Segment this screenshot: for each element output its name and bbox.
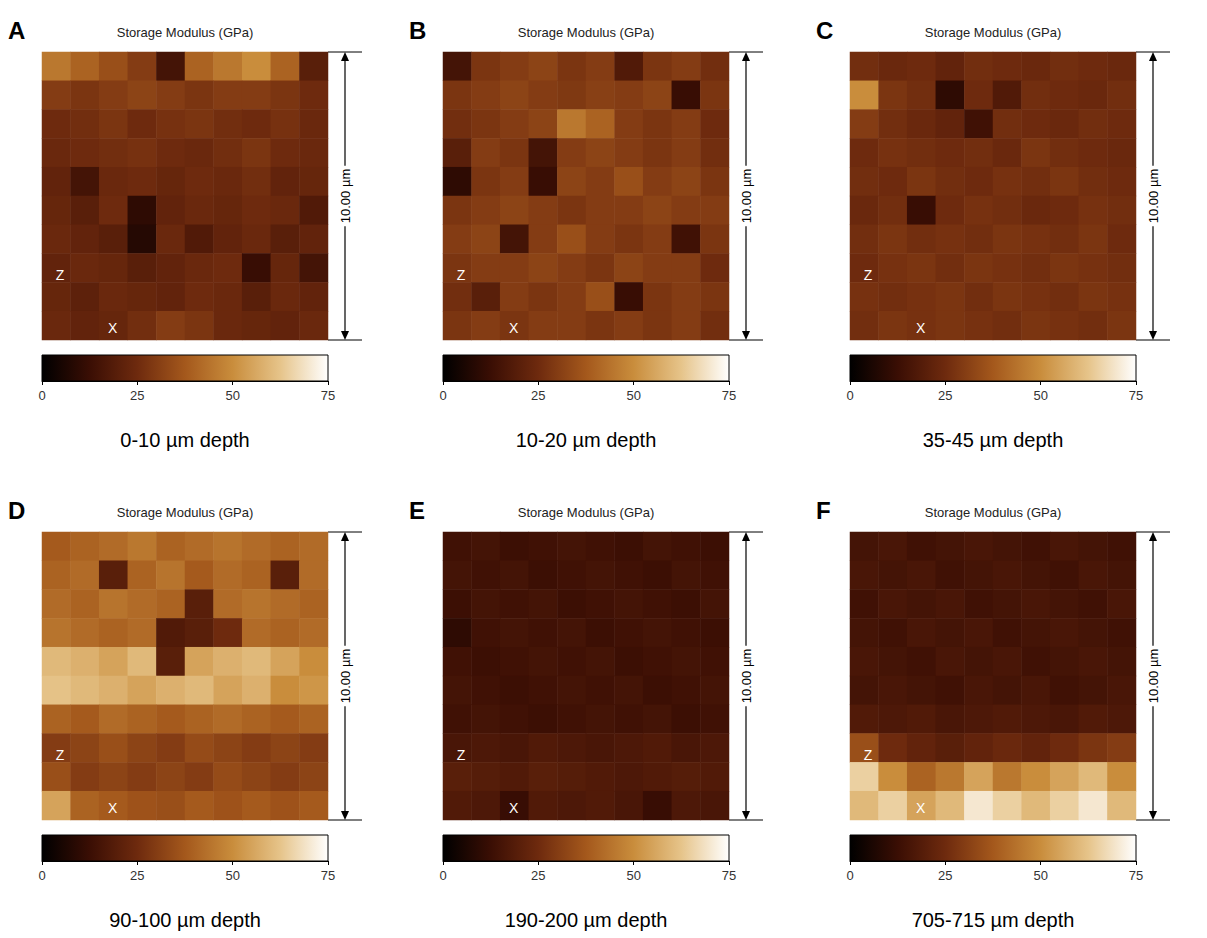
svg-text:75: 75 bbox=[321, 388, 335, 403]
svg-text:0: 0 bbox=[38, 868, 45, 883]
svg-text:Storage Modulus (GPa): Storage Modulus (GPa) bbox=[518, 25, 655, 40]
svg-text:C: C bbox=[816, 17, 833, 44]
svg-text:0: 0 bbox=[846, 388, 853, 403]
svg-text:Z: Z bbox=[864, 747, 873, 763]
svg-text:0-10 µm depth: 0-10 µm depth bbox=[120, 429, 249, 451]
svg-text:Storage Modulus (GPa): Storage Modulus (GPa) bbox=[117, 505, 254, 520]
svg-text:X: X bbox=[916, 800, 926, 816]
svg-text:B: B bbox=[409, 17, 426, 44]
svg-text:50: 50 bbox=[626, 868, 640, 883]
svg-text:X: X bbox=[509, 320, 519, 336]
svg-text:25: 25 bbox=[938, 388, 952, 403]
svg-text:0: 0 bbox=[439, 388, 446, 403]
svg-text:10.00 µm: 10.00 µm bbox=[739, 169, 754, 223]
svg-text:D: D bbox=[8, 497, 25, 524]
svg-text:50: 50 bbox=[626, 388, 640, 403]
svg-text:Storage Modulus (GPa): Storage Modulus (GPa) bbox=[925, 25, 1062, 40]
svg-text:Z: Z bbox=[56, 747, 65, 763]
svg-text:E: E bbox=[409, 497, 425, 524]
svg-text:90-100 µm depth: 90-100 µm depth bbox=[109, 909, 261, 931]
svg-text:75: 75 bbox=[722, 388, 736, 403]
svg-text:50: 50 bbox=[225, 868, 239, 883]
svg-text:190-200 µm depth: 190-200 µm depth bbox=[505, 909, 668, 931]
svg-text:50: 50 bbox=[1033, 388, 1047, 403]
svg-text:10.00 µm: 10.00 µm bbox=[739, 649, 754, 703]
svg-text:25: 25 bbox=[531, 868, 545, 883]
svg-text:10.00 µm: 10.00 µm bbox=[338, 169, 353, 223]
svg-text:A: A bbox=[8, 17, 25, 44]
svg-text:25: 25 bbox=[130, 388, 144, 403]
svg-text:10.00 µm: 10.00 µm bbox=[1146, 169, 1161, 223]
svg-text:Storage Modulus (GPa): Storage Modulus (GPa) bbox=[518, 505, 655, 520]
svg-text:Z: Z bbox=[56, 267, 65, 283]
svg-text:Z: Z bbox=[457, 267, 466, 283]
svg-text:35-45 µm depth: 35-45 µm depth bbox=[923, 429, 1064, 451]
svg-text:10.00 µm: 10.00 µm bbox=[1146, 649, 1161, 703]
svg-text:75: 75 bbox=[1129, 868, 1143, 883]
svg-text:X: X bbox=[108, 320, 118, 336]
svg-text:X: X bbox=[509, 800, 519, 816]
svg-text:X: X bbox=[108, 800, 118, 816]
svg-text:0: 0 bbox=[439, 868, 446, 883]
svg-text:10-20 µm depth: 10-20 µm depth bbox=[516, 429, 657, 451]
svg-text:0: 0 bbox=[846, 868, 853, 883]
svg-text:F: F bbox=[816, 497, 831, 524]
svg-text:25: 25 bbox=[531, 388, 545, 403]
svg-text:25: 25 bbox=[130, 868, 144, 883]
svg-text:50: 50 bbox=[225, 388, 239, 403]
svg-text:0: 0 bbox=[38, 388, 45, 403]
svg-text:Storage Modulus (GPa): Storage Modulus (GPa) bbox=[117, 25, 254, 40]
svg-text:75: 75 bbox=[1129, 388, 1143, 403]
svg-text:Storage Modulus (GPa): Storage Modulus (GPa) bbox=[925, 505, 1062, 520]
svg-text:75: 75 bbox=[722, 868, 736, 883]
svg-text:705-715 µm depth: 705-715 µm depth bbox=[912, 909, 1075, 931]
svg-text:10.00 µm: 10.00 µm bbox=[338, 649, 353, 703]
svg-text:X: X bbox=[916, 320, 926, 336]
svg-text:75: 75 bbox=[321, 868, 335, 883]
svg-text:Z: Z bbox=[457, 747, 466, 763]
svg-text:Z: Z bbox=[864, 267, 873, 283]
svg-text:50: 50 bbox=[1033, 868, 1047, 883]
svg-text:25: 25 bbox=[938, 868, 952, 883]
